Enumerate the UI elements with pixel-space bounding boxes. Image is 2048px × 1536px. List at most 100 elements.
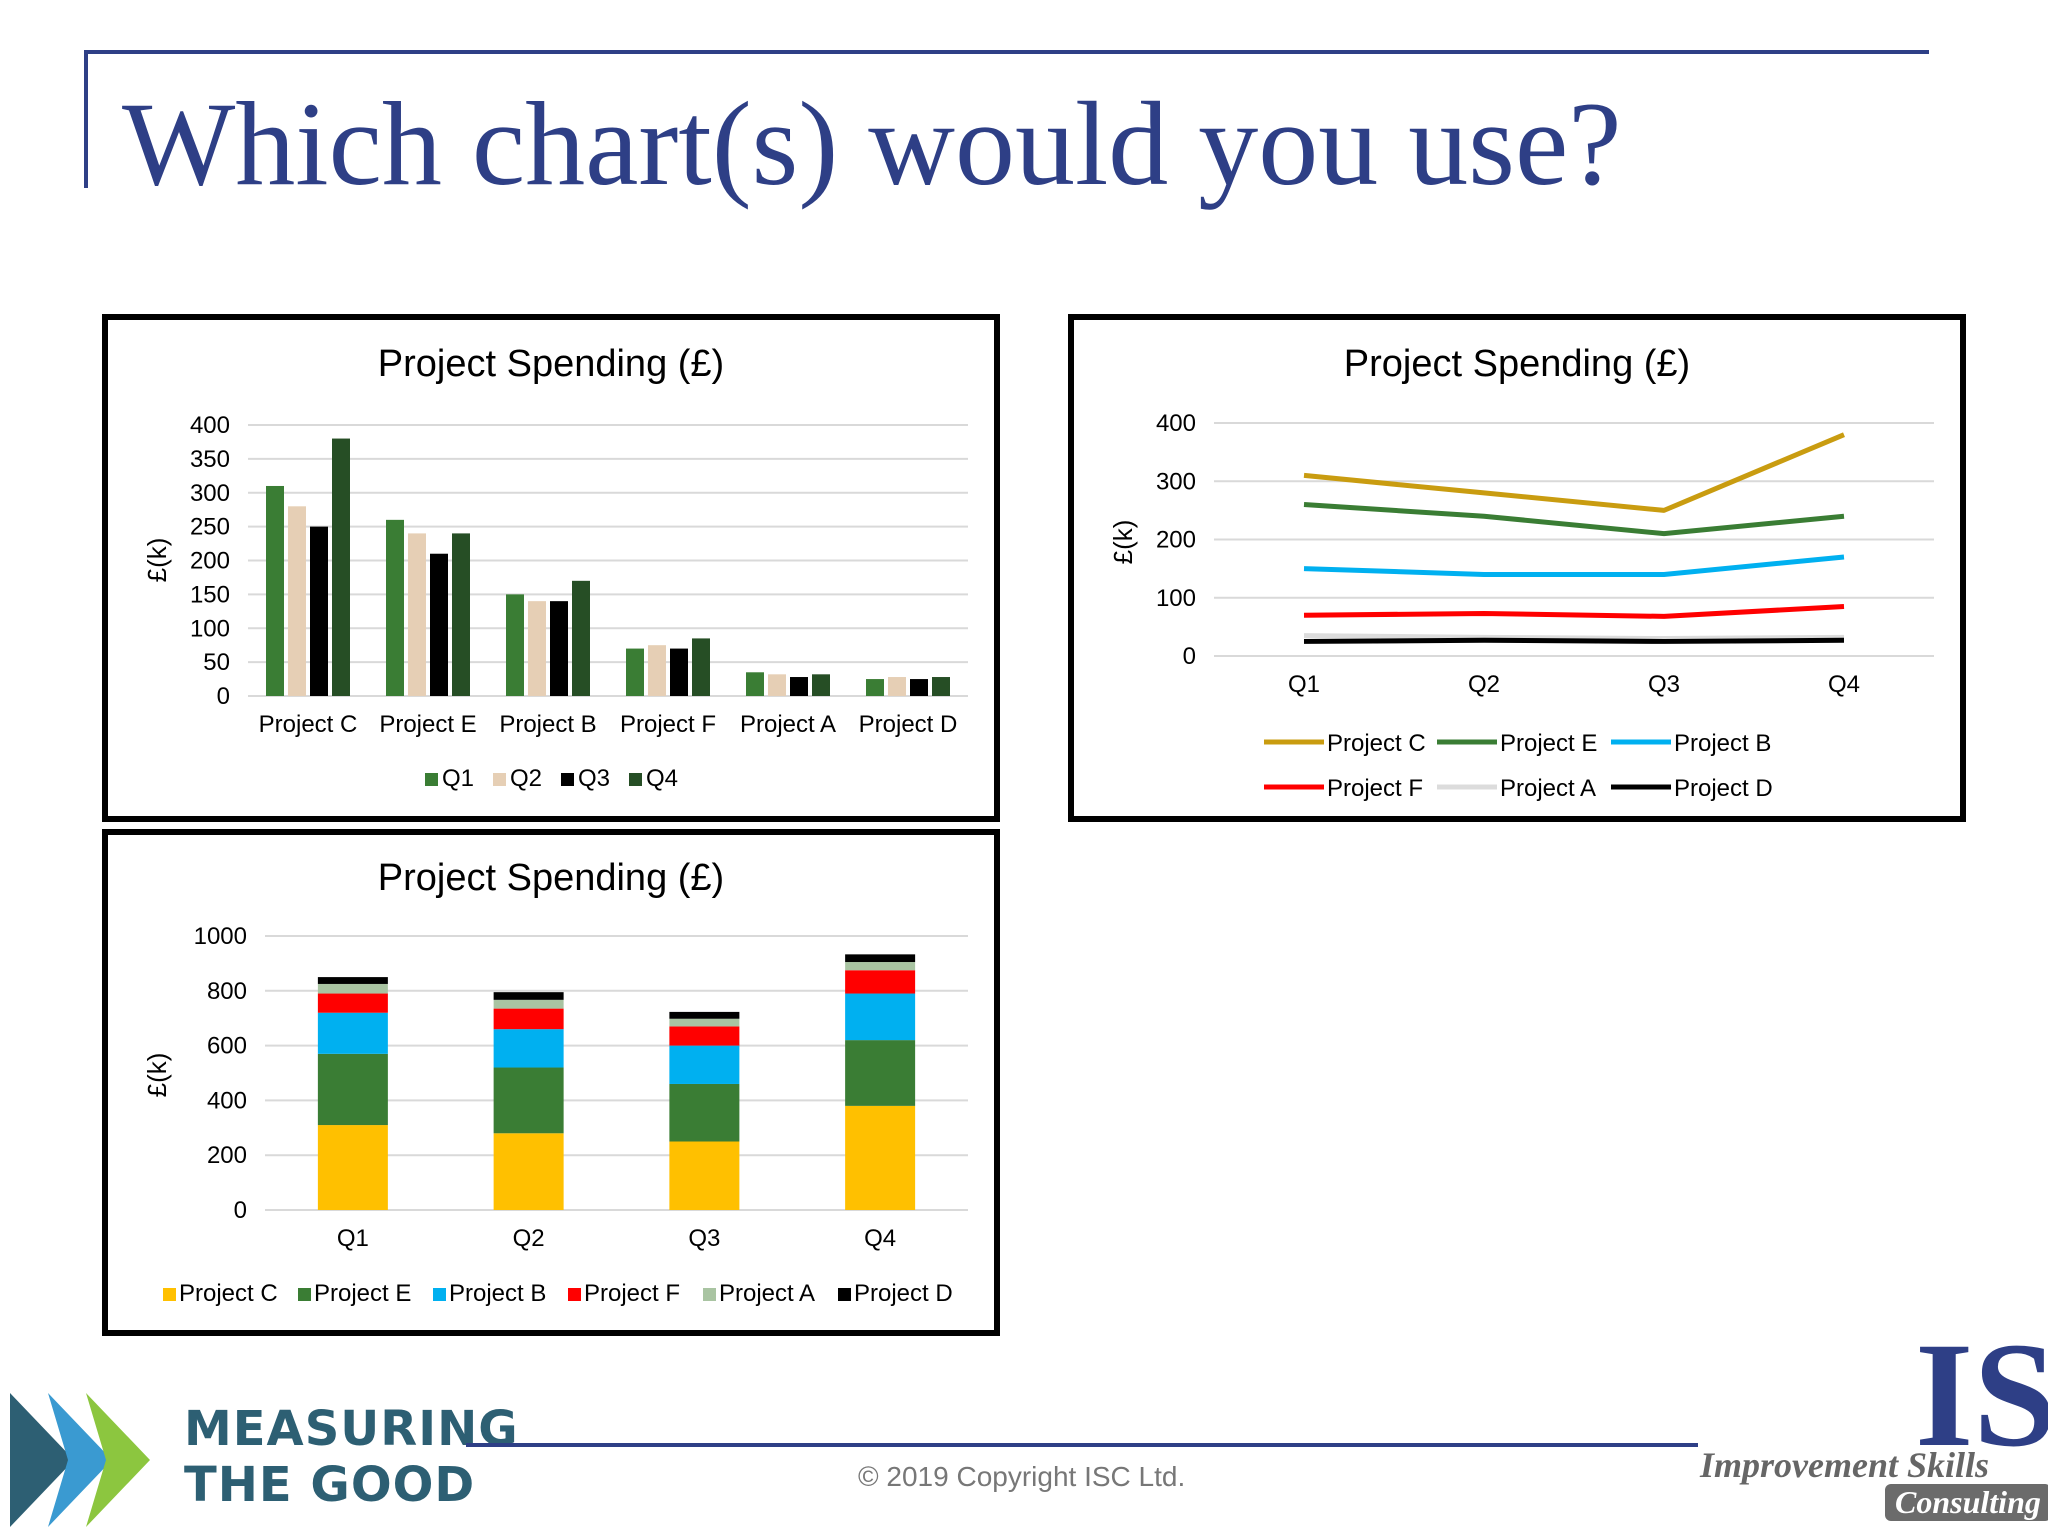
series-line-project-e (1303, 502, 1845, 537)
chart-title: Project Spending (£) (378, 343, 724, 385)
bar-q1 (386, 519, 404, 696)
stack-segment-project-f (493, 1008, 564, 1030)
legend-label: Project D (854, 1280, 953, 1307)
legend-swatch (838, 1288, 851, 1301)
x-tick-label: Q1 (337, 1225, 369, 1252)
stack-segment-project-e (845, 1040, 916, 1106)
stack-segment-project-a (317, 983, 388, 994)
stack-segment-project-c (669, 1141, 740, 1210)
y-axis-label: £(k) (142, 1053, 172, 1098)
stack-segment-project-c (493, 1133, 564, 1210)
y-tick-label: 200 (190, 548, 230, 575)
bar-q4 (332, 438, 350, 696)
legend-label: Project E (314, 1280, 411, 1307)
x-tick-label: Project C (259, 711, 358, 738)
y-tick-label: 0 (234, 1197, 247, 1224)
stack-segment-project-b (669, 1045, 740, 1084)
bar-q3 (310, 526, 328, 696)
legend-label: Project B (1674, 730, 1771, 757)
y-tick-label: 1000 (194, 923, 247, 950)
stack-segment-project-a (845, 962, 916, 971)
y-tick-label: 50 (203, 649, 230, 676)
stack-segment-project-f (317, 993, 388, 1013)
isc-logo-line1: Improvement Skills (1700, 1445, 1990, 1485)
y-tick-label: 100 (1156, 585, 1196, 612)
bar-q3 (670, 648, 688, 696)
chart-svg: Project Spending (£) 0 100 200 300 400 £(k) Q1 Q… (1108, 343, 1934, 802)
chevron-arrows-icon (10, 1393, 150, 1527)
stack-segment-project-b (317, 1012, 388, 1054)
legend-swatch (568, 1288, 581, 1301)
x-tick-label: Q3 (1648, 671, 1680, 698)
legend-swatch (163, 1288, 176, 1301)
legend-label: Project F (1327, 775, 1423, 802)
legend-label: Project C (179, 1280, 278, 1307)
legend-label: Project A (719, 1280, 815, 1307)
stack-segment-project-b (493, 1029, 564, 1068)
y-tick-label: 0 (1183, 643, 1196, 670)
y-axis-label: £(k) (1108, 520, 1138, 565)
legend-label: Project A (1500, 775, 1596, 802)
measuring-the-good-logo: MEASURING THE GOOD (10, 1385, 518, 1535)
series-line-project-d (1303, 637, 1845, 644)
legend-label: Q4 (646, 765, 678, 792)
y-tick-label: 150 (190, 581, 230, 608)
x-tick-label: Project D (859, 711, 958, 738)
series-line-project-f (1303, 603, 1845, 619)
logo-text-line2: THE GOOD (184, 1457, 476, 1513)
x-tick-label: Q2 (1468, 671, 1500, 698)
y-tick-label: 200 (207, 1142, 247, 1169)
legend-label: Project D (1674, 775, 1773, 802)
stack-segment-project-a (669, 1018, 740, 1027)
chart-title: Project Spending (£) (378, 857, 724, 899)
stacked-bar-chart: Project Spending (£) 0 200 400 600 800 1000 £(k… (102, 829, 1000, 1336)
chart-title: Project Spending (£) (1344, 343, 1690, 385)
legend-swatch (561, 773, 574, 786)
improvement-skills-logo: IS Improvement Skills Consulting (1690, 1320, 2048, 1536)
bar-q3 (430, 553, 448, 696)
line-chart: Project Spending (£) 0 100 200 300 400 £(k) Q1 Q… (1068, 314, 1966, 822)
legend-label: Project B (449, 1280, 546, 1307)
chart-svg: Project Spending (£) 0 200 400 600 800 1000 £(k… (142, 857, 968, 1307)
bar-q3 (790, 677, 808, 696)
bar-q2 (888, 677, 906, 696)
bar-q3 (910, 679, 928, 696)
bar-q2 (768, 674, 786, 696)
x-tick-label: Project B (499, 711, 596, 738)
stack-segment-project-d (493, 992, 564, 1000)
stack-segment-project-f (845, 970, 916, 994)
legend-label: Project E (1500, 730, 1597, 757)
x-tick-label: Project E (379, 711, 476, 738)
title-rule-left (84, 50, 88, 188)
legend-label: Project C (1327, 730, 1426, 757)
bar-q4 (452, 533, 470, 696)
bar-q2 (288, 506, 306, 696)
x-tick-label: Q1 (1288, 671, 1320, 698)
legend-swatch (629, 773, 642, 786)
bar-q2 (408, 533, 426, 696)
y-tick-label: 200 (1156, 527, 1196, 554)
legend-swatch (703, 1288, 716, 1301)
bar-q1 (506, 594, 524, 696)
y-tick-label: 350 (190, 446, 230, 473)
bar-q4 (932, 677, 950, 696)
copyright-text: © 2019 Copyright ISC Ltd. (858, 1461, 1186, 1492)
legend-swatch (298, 1288, 311, 1301)
legend-swatch (425, 773, 438, 786)
isc-logo-line2: Consulting (1885, 1484, 2048, 1521)
y-tick-label: 300 (190, 480, 230, 507)
x-tick-label: Q2 (513, 1225, 545, 1252)
bar-q1 (266, 485, 284, 696)
y-tick-label: 800 (207, 978, 247, 1005)
y-tick-label: 0 (217, 683, 230, 710)
x-tick-label: Q4 (1828, 671, 1860, 698)
y-tick-label: 400 (190, 412, 230, 439)
footer-rule (466, 1443, 1698, 1447)
bar-q1 (626, 648, 644, 696)
stack-segment-project-e (493, 1067, 564, 1134)
stack-segment-project-e (317, 1053, 388, 1126)
title-rule-top (84, 50, 1929, 54)
chart-svg: Project Spending (£) 0 50 100 150 200 250 300 35… (142, 343, 968, 792)
stack-segment-project-a (493, 999, 564, 1009)
series-line-project-a (1303, 633, 1845, 642)
